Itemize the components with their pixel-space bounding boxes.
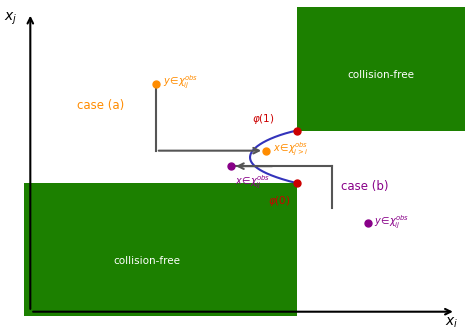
Bar <box>24 183 297 316</box>
Text: $\varphi(1)$: $\varphi(1)$ <box>252 112 275 126</box>
Text: collision-free: collision-free <box>347 70 414 80</box>
Text: case (a): case (a) <box>77 99 124 112</box>
Text: $y\!\in\!\chi^{obs}_{ij}$: $y\!\in\!\chi^{obs}_{ij}$ <box>163 74 198 91</box>
Text: $\varphi(0)$: $\varphi(0)$ <box>268 194 291 208</box>
Text: $x\!\in\!\chi^{obs}_{ij}$: $x\!\in\!\chi^{obs}_{ij}$ <box>235 174 271 191</box>
Text: $y\!\in\!\chi^{obs}_{ij}$: $y\!\in\!\chi^{obs}_{ij}$ <box>374 213 410 230</box>
Text: $x_i$: $x_i$ <box>445 315 458 330</box>
Text: case (b): case (b) <box>341 180 389 193</box>
Text: collision-free: collision-free <box>114 256 181 266</box>
Text: $x\!\in\!\chi^{obs}_{j>i}$: $x\!\in\!\chi^{obs}_{j>i}$ <box>273 141 308 158</box>
Text: $x_j$: $x_j$ <box>4 11 17 27</box>
Bar <box>297 7 465 131</box>
